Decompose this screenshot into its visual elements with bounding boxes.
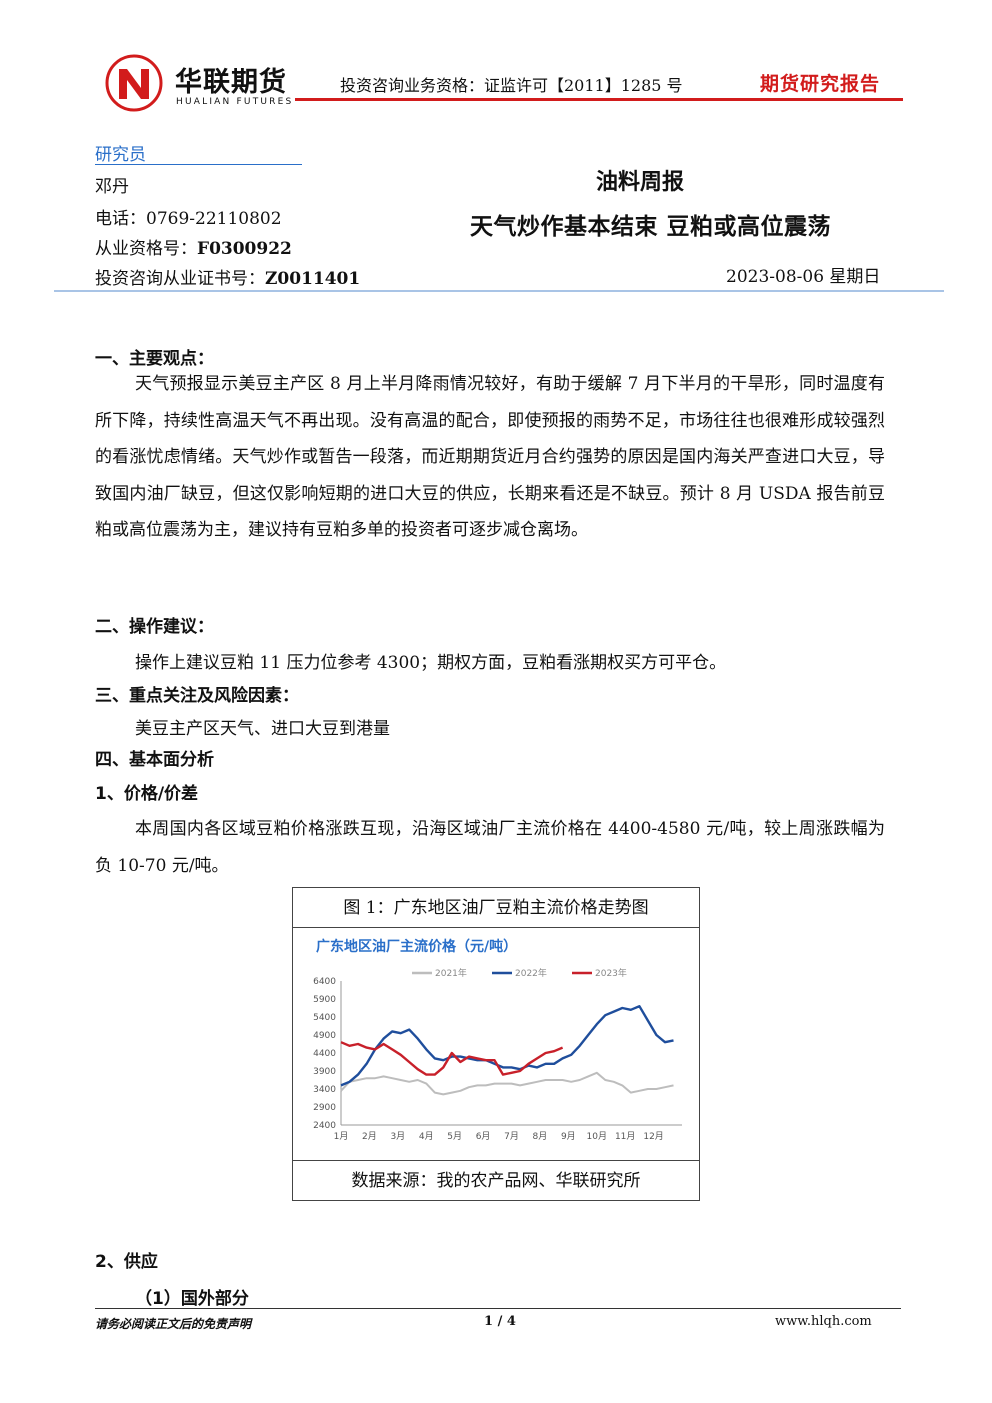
x-tick-label: 8月 bbox=[533, 1131, 548, 1142]
y-tick-label: 3400 bbox=[313, 1085, 336, 1095]
section-4-1-title: 1、价格/价差 bbox=[95, 784, 199, 804]
x-tick-label: 2月 bbox=[362, 1131, 377, 1142]
y-tick-label: 6400 bbox=[313, 977, 336, 987]
x-tick-label: 10月 bbox=[587, 1131, 607, 1142]
legend-label: 2022年 bbox=[515, 967, 547, 979]
footer-url[interactable]: www.hlqh.com bbox=[775, 1314, 872, 1329]
hualian-logo bbox=[105, 54, 163, 112]
x-tick-label: 5月 bbox=[447, 1131, 462, 1142]
y-tick-label: 2400 bbox=[313, 1121, 336, 1131]
series-line bbox=[340, 1004, 674, 1087]
section-4-title: 四、基本面分析 bbox=[95, 750, 214, 770]
section-1-text: 天气预报显示美豆主产区 8 月上半月降雨情况较好，有助于缓解 7 月下半月的干旱… bbox=[95, 374, 885, 540]
report-headline: 天气炒作基本结束 豆粕或高位震荡 bbox=[470, 214, 832, 240]
report-series: 油料周报 bbox=[596, 170, 685, 195]
header-divider bbox=[295, 98, 903, 101]
researcher-name: 邓丹 bbox=[95, 177, 129, 197]
y-tick-label: 2900 bbox=[313, 1103, 336, 1113]
y-tick-label: 4900 bbox=[313, 1031, 336, 1041]
researcher-underline bbox=[95, 164, 302, 165]
section-4-2-title: 2、供应 bbox=[95, 1252, 158, 1272]
figure-source: 数据来源：我的农产品网、华联研究所 bbox=[293, 1160, 699, 1200]
y-tick-label: 3900 bbox=[313, 1067, 336, 1077]
legend-label: 2023年 bbox=[595, 967, 627, 979]
brand-name-cn: 华联期货 bbox=[175, 67, 287, 98]
x-tick-label: 11月 bbox=[615, 1131, 635, 1142]
page-number: 1 / 4 bbox=[484, 1314, 516, 1329]
section-3-title: 三、重点关注及风险因素： bbox=[95, 686, 299, 706]
qualification-text: 投资咨询业务资格：证监许可【2011】1285 号 bbox=[340, 76, 683, 95]
footer-disclaimer: 请务必阅读正文后的免责声明 bbox=[95, 1317, 252, 1331]
section-4-1-text: 本周国内各区域豆粕价格涨跌互现，沿海区域油厂主流价格在 4400-4580 元/… bbox=[95, 819, 885, 876]
legend-label: 2021年 bbox=[435, 967, 467, 979]
researcher-phone: 电话：0769-22110802 bbox=[95, 209, 282, 229]
series-line bbox=[340, 1071, 674, 1096]
series-line bbox=[340, 1041, 564, 1076]
x-tick-label: 3月 bbox=[390, 1131, 405, 1142]
section-2-title: 二、操作建议： bbox=[95, 617, 214, 637]
section-1-title: 一、主要观点： bbox=[95, 349, 214, 369]
y-tick-label: 5400 bbox=[313, 1013, 336, 1023]
report-type: 期货研究报告 bbox=[760, 73, 881, 95]
y-tick-label: 5900 bbox=[313, 995, 336, 1005]
x-tick-label: 9月 bbox=[561, 1131, 576, 1142]
x-tick-label: 4月 bbox=[419, 1131, 434, 1142]
section-4-2-1-title: （1）国外部分 bbox=[135, 1289, 249, 1309]
section-3-text: 美豆主产区天气、进口大豆到港量 bbox=[135, 719, 390, 739]
footer-rule bbox=[95, 1308, 901, 1309]
price-chart: 广东地区油厂主流价格（元/吨） 2021年 2022年 2023年 2400 2900 34… bbox=[313, 938, 682, 1142]
x-tick-label: 6月 bbox=[476, 1131, 491, 1142]
x-tick-label: 1月 bbox=[334, 1131, 349, 1142]
x-tick-label: 12月 bbox=[643, 1131, 663, 1142]
figure-box: 图 1：广东地区油厂豆粕主流价格走势图 广东地区油厂主流价格（元/吨） 2021年… bbox=[292, 887, 700, 1201]
researcher-license: 从业资格号：F0300922 bbox=[95, 239, 292, 259]
researcher-cert: 投资咨询从业证书号：Z0011401 bbox=[95, 269, 361, 289]
section-2-text: 操作上建议豆粕 11 压力位参考 4300；期权方面，豆粕看涨期权买方可平仓。 bbox=[135, 653, 727, 673]
chart-title: 广东地区油厂主流价格（元/吨） bbox=[316, 938, 517, 955]
y-tick-label: 4400 bbox=[313, 1049, 336, 1059]
x-tick-label: 7月 bbox=[504, 1131, 519, 1142]
header-bottom-rule bbox=[54, 290, 944, 292]
report-date: 2023-08-06 星期日 bbox=[726, 267, 881, 287]
researcher-heading: 研究员 bbox=[95, 145, 146, 165]
figure-caption: 图 1：广东地区油厂豆粕主流价格走势图 bbox=[293, 888, 699, 928]
brand-name-en: HUALIAN FUTURES bbox=[176, 97, 294, 107]
